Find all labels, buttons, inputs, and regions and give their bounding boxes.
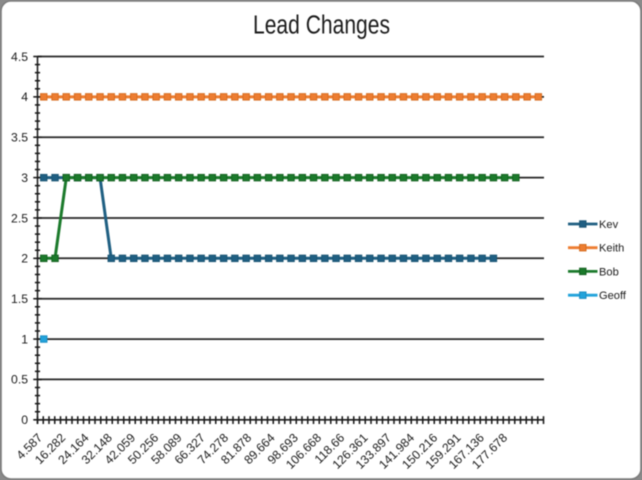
svg-text:1.5: 1.5: [11, 292, 28, 306]
svg-text:4: 4: [21, 90, 28, 104]
svg-text:2: 2: [21, 252, 28, 266]
svg-text:Bob: Bob: [599, 266, 619, 278]
svg-text:3.5: 3.5: [11, 131, 28, 145]
svg-text:0: 0: [21, 413, 28, 427]
svg-text:0.5: 0.5: [11, 373, 28, 387]
svg-text:1: 1: [21, 332, 28, 346]
svg-text:Lead Changes: Lead Changes: [253, 12, 390, 40]
svg-text:3: 3: [21, 171, 28, 185]
svg-text:4.5: 4.5: [11, 50, 28, 64]
svg-text:Kev: Kev: [599, 219, 619, 231]
svg-text:Geoff: Geoff: [599, 290, 627, 302]
svg-text:2.5: 2.5: [11, 211, 28, 225]
svg-text:Keith: Keith: [599, 243, 624, 255]
